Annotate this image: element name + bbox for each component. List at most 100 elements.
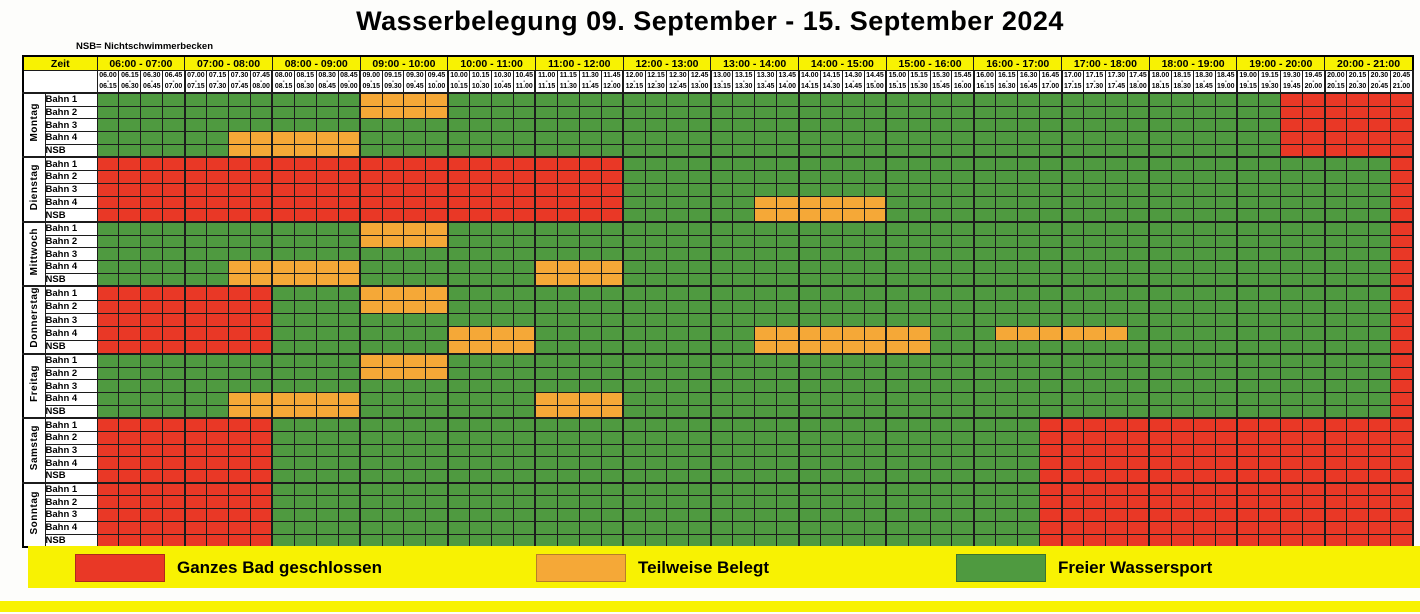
slot-cell bbox=[249, 443, 274, 458]
slot-cell bbox=[359, 508, 383, 522]
slot-cell bbox=[600, 208, 625, 223]
slot-cell bbox=[973, 143, 997, 158]
slot-cell bbox=[513, 391, 537, 406]
slot-cell bbox=[1083, 105, 1106, 120]
slot-cell bbox=[841, 118, 865, 133]
slot-cell bbox=[885, 156, 909, 172]
slot-cell bbox=[206, 469, 230, 484]
slot-cell bbox=[885, 352, 909, 368]
slot-cell bbox=[315, 481, 339, 497]
lane-row: NSB bbox=[23, 469, 1414, 484]
lane-row: Bahn 3 bbox=[23, 379, 1414, 393]
slot-cell bbox=[819, 339, 843, 355]
slot-cell bbox=[798, 143, 821, 158]
slot-cell bbox=[249, 312, 274, 328]
slot-cell bbox=[96, 481, 120, 497]
slot-cell bbox=[1061, 352, 1084, 368]
slot-cell bbox=[469, 352, 493, 368]
slot-cell bbox=[929, 156, 953, 172]
quarter-header-cell: 14.15-14.30 bbox=[819, 70, 843, 94]
slot-cell bbox=[1017, 312, 1041, 328]
slot-cell bbox=[863, 520, 888, 535]
slot-cell bbox=[622, 259, 646, 274]
slot-cell bbox=[491, 312, 515, 328]
slot-cell bbox=[1083, 247, 1106, 261]
slot-cell bbox=[1389, 118, 1414, 133]
quarter-header-cell: 07.00-07.15 bbox=[184, 70, 208, 94]
slot-cell bbox=[403, 326, 427, 341]
slot-cell bbox=[754, 195, 778, 210]
slot-cell bbox=[863, 312, 888, 328]
slot-cell bbox=[1367, 105, 1391, 120]
slot-cell bbox=[1192, 391, 1216, 406]
hour-header-cell: 16:00 - 17:00 bbox=[973, 55, 1063, 71]
slot-cell bbox=[315, 208, 339, 223]
slot-cell bbox=[1236, 404, 1260, 419]
quarter-header-cell: 16.15-16.30 bbox=[995, 70, 1019, 94]
slot-cell bbox=[118, 443, 142, 458]
slot-cell bbox=[228, 495, 251, 510]
slot-cell bbox=[1324, 220, 1348, 236]
slot-cell bbox=[1280, 259, 1304, 274]
slot-cell bbox=[1236, 326, 1260, 341]
slot-cell bbox=[1367, 508, 1391, 522]
slot-cell bbox=[819, 285, 843, 301]
slot-cell bbox=[1280, 508, 1304, 522]
slot-cell bbox=[1258, 339, 1282, 355]
slot-cell bbox=[1258, 391, 1282, 406]
slot-cell bbox=[1039, 469, 1063, 484]
slot-cell bbox=[1346, 481, 1369, 497]
slot-cell bbox=[1061, 156, 1084, 172]
slot-cell bbox=[447, 182, 471, 197]
slot-cell bbox=[973, 312, 997, 328]
slot-cell bbox=[995, 156, 1019, 172]
slot-cell bbox=[1148, 495, 1172, 510]
lane-label-cell: Bahn 4 bbox=[44, 131, 98, 145]
slot-cell bbox=[96, 326, 120, 341]
quarter-header-cell: 19.45-20.00 bbox=[1302, 70, 1326, 94]
slot-cell bbox=[337, 91, 362, 107]
slot-cell bbox=[315, 508, 339, 522]
slot-cell bbox=[1324, 481, 1348, 497]
slot-cell bbox=[1324, 170, 1348, 184]
slot-cell bbox=[1083, 220, 1106, 236]
slot-cell bbox=[556, 259, 580, 274]
slot-cell bbox=[425, 182, 449, 197]
slot-cell bbox=[315, 259, 339, 274]
slot-cell bbox=[1083, 456, 1106, 471]
slot-cell bbox=[1258, 143, 1282, 158]
slot-cell bbox=[162, 195, 186, 210]
slot-cell bbox=[1192, 481, 1216, 497]
slot-cell bbox=[929, 259, 953, 274]
slot-cell bbox=[403, 469, 427, 484]
slot-cell bbox=[776, 469, 800, 484]
lane-label-cell: Bahn 3 bbox=[44, 508, 98, 522]
slot-cell bbox=[578, 417, 602, 433]
slot-cell bbox=[315, 366, 339, 381]
lane-label-cell: NSB bbox=[44, 533, 98, 548]
lane-label-cell: Bahn 2 bbox=[44, 495, 98, 510]
slot-cell bbox=[841, 456, 865, 471]
slot-cell bbox=[622, 156, 646, 172]
slot-cell bbox=[600, 91, 625, 107]
slot-cell bbox=[1280, 299, 1304, 314]
slot-cell bbox=[666, 131, 690, 145]
slot-cell bbox=[578, 259, 602, 274]
slot-cell bbox=[600, 404, 625, 419]
slot-cell bbox=[973, 481, 997, 497]
slot-cell bbox=[973, 259, 997, 274]
slot-cell bbox=[1302, 379, 1326, 393]
slot-cell bbox=[951, 366, 975, 381]
slot-cell bbox=[140, 259, 164, 274]
slot-cell bbox=[863, 469, 888, 484]
slot-cell bbox=[556, 508, 580, 522]
slot-cell bbox=[293, 326, 317, 341]
slot-cell bbox=[96, 272, 120, 287]
slot-cell bbox=[447, 118, 471, 133]
slot-cell bbox=[513, 431, 537, 445]
slot-cell bbox=[622, 170, 646, 184]
slot-cell bbox=[644, 299, 668, 314]
slot-cell bbox=[819, 272, 843, 287]
slot-cell bbox=[644, 131, 668, 145]
slot-cell bbox=[1324, 299, 1348, 314]
